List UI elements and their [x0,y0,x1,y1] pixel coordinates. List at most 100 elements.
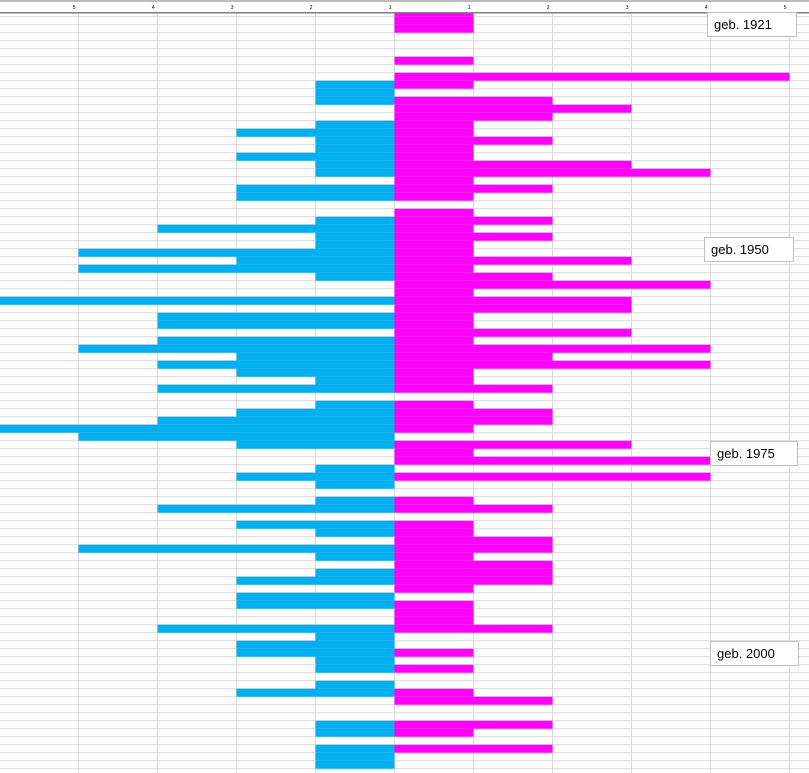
left-bar [236,440,395,449]
left-bar [236,592,395,601]
left-bar [315,680,395,689]
right-bar [394,568,553,577]
right-bar [394,128,474,137]
right-bar [394,136,553,145]
left-bar [0,296,395,305]
right-bar [394,376,474,385]
right-bar [394,104,632,113]
right-bar [394,584,474,593]
right-bar [394,16,474,25]
left-bar [78,432,395,441]
left-bar [315,632,395,641]
right-bar [394,472,711,481]
left-bar [315,272,395,281]
right-bar [394,264,474,273]
right-bar [394,648,474,657]
right-bar [394,520,474,529]
right-bar [394,256,632,265]
left-bar [315,120,395,129]
left-bar [157,416,395,425]
right-bar [394,328,632,337]
right-bar [394,336,474,345]
left-bar [315,240,395,249]
left-bar [236,408,395,417]
x-tick-label: 4 [705,5,708,11]
right-bar [394,112,553,121]
right-bar [394,624,553,633]
right-bar [394,272,553,281]
annotation-geb-2000: geb. 2000 [710,641,799,666]
left-bar [315,80,395,89]
right-bar [394,576,553,585]
x-tick-label: 1 [468,5,471,11]
right-bar [394,176,474,185]
right-bar [394,440,632,449]
right-bar [394,280,711,289]
right-bar [394,496,474,505]
left-bar [236,256,395,265]
right-bar [394,320,474,329]
right-bar [394,184,553,193]
bars [0,12,790,769]
right-bar [394,616,474,625]
right-bar [394,696,553,705]
right-bar [394,232,553,241]
left-bar [315,376,395,385]
left-bar [78,344,395,353]
x-tick-label: 2 [547,5,550,11]
right-bar [394,400,474,409]
right-bar [394,416,553,425]
right-bar [394,248,474,257]
x-tick-label: 1 [389,5,392,11]
left-bar [157,336,395,345]
x-tick-label: 5 [784,5,787,11]
left-bar [236,640,395,649]
right-bar [394,152,474,161]
left-bar [236,128,395,137]
right-bar [394,728,474,737]
right-bar [394,424,474,433]
right-bar [394,744,553,753]
left-bar [236,368,395,377]
right-bar [394,192,474,201]
left-bar [315,552,395,561]
x-tick-label: 5 [73,5,76,11]
annotation-geb-1921: geb. 1921 [707,12,797,37]
right-bar [394,536,553,545]
right-bar [394,72,790,81]
left-bar [315,744,395,753]
right-bar [394,352,553,361]
right-bar [394,528,474,537]
left-bar [236,184,395,193]
left-bar [315,720,395,729]
x-axis: 5 4 3 2 1 1 2 3 4 5 [0,0,809,14]
left-bar [315,144,395,153]
right-bar [394,408,553,417]
right-bar [394,368,474,377]
x-tick-label: 2 [310,5,313,11]
left-bar [315,656,395,665]
right-bar [394,216,553,225]
right-bar [394,288,474,297]
left-bar [315,752,395,761]
right-bar [394,144,474,153]
right-bar [394,96,553,105]
right-bar [394,80,474,89]
right-bar [394,296,632,305]
annotation-geb-1975: geb. 1975 [710,441,798,466]
left-bar [315,216,395,225]
left-bar [236,152,395,161]
left-bar [157,624,395,633]
left-bar [0,424,395,433]
right-bar [394,344,711,353]
left-bar [78,544,395,553]
left-bar [315,664,395,673]
right-bar [394,12,474,17]
right-bar [394,560,553,569]
left-bar [315,400,395,409]
left-bar [157,320,395,329]
right-bar [394,504,553,513]
left-bar [315,760,395,769]
x-tick-label: 3 [231,5,234,11]
left-bar [236,472,395,481]
